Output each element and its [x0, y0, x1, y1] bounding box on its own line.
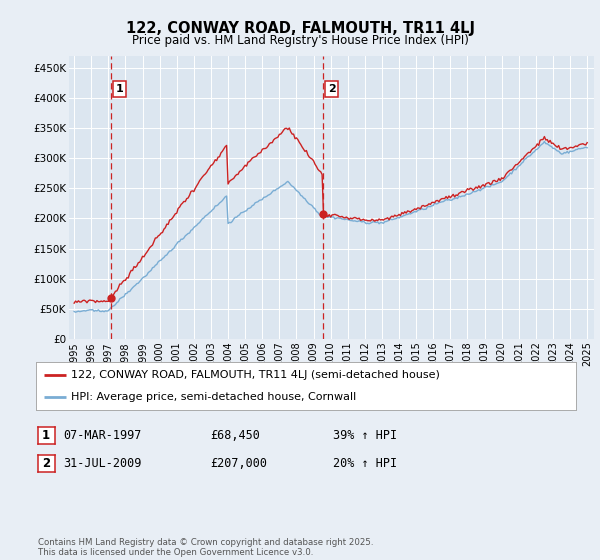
Text: £68,450: £68,450: [210, 428, 260, 442]
Text: 07-MAR-1997: 07-MAR-1997: [63, 428, 142, 442]
Point: [319, 210, 328, 219]
Text: 31-JUL-2009: 31-JUL-2009: [63, 456, 142, 470]
Text: 20% ↑ HPI: 20% ↑ HPI: [333, 456, 397, 470]
Text: £207,000: £207,000: [210, 456, 267, 470]
Point: [107, 293, 116, 302]
Text: 39% ↑ HPI: 39% ↑ HPI: [333, 428, 397, 442]
Text: 122, CONWAY ROAD, FALMOUTH, TR11 4LJ (semi-detached house): 122, CONWAY ROAD, FALMOUTH, TR11 4LJ (se…: [71, 370, 440, 380]
Text: 2: 2: [328, 84, 335, 94]
Text: 1: 1: [116, 84, 124, 94]
Text: HPI: Average price, semi-detached house, Cornwall: HPI: Average price, semi-detached house,…: [71, 392, 356, 402]
Text: Contains HM Land Registry data © Crown copyright and database right 2025.
This d: Contains HM Land Registry data © Crown c…: [38, 538, 373, 557]
Text: 2: 2: [42, 456, 50, 470]
Text: 1: 1: [42, 428, 50, 442]
Text: Price paid vs. HM Land Registry's House Price Index (HPI): Price paid vs. HM Land Registry's House …: [131, 34, 469, 46]
Text: 122, CONWAY ROAD, FALMOUTH, TR11 4LJ: 122, CONWAY ROAD, FALMOUTH, TR11 4LJ: [125, 21, 475, 36]
